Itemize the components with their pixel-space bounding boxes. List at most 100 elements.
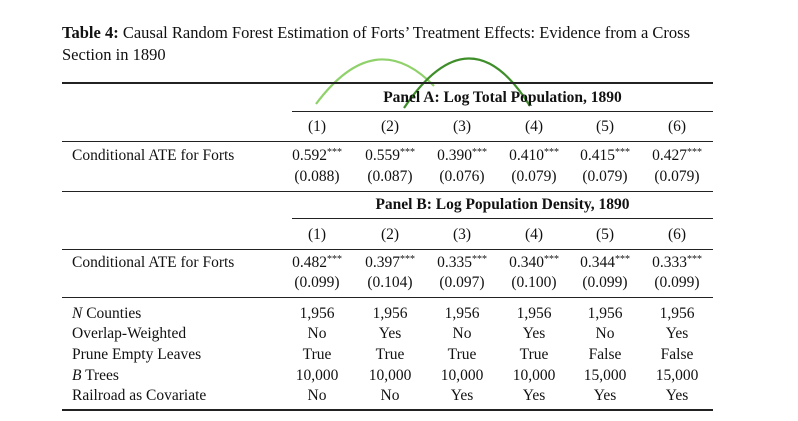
- significance-stars: ***: [543, 254, 559, 265]
- std-error-cell: (0.100): [511, 274, 557, 291]
- std-error-cell: (0.088): [294, 168, 340, 185]
- significance-stars: ***: [326, 147, 342, 158]
- column-header: (6): [667, 118, 687, 135]
- estimate-value: 0.427: [652, 147, 687, 164]
- column-header: (6): [667, 226, 687, 243]
- footer-value-cell: 1,956: [516, 305, 552, 322]
- footer-value-cell: 15,000: [655, 367, 699, 384]
- footer-value-cell: No: [307, 387, 327, 404]
- table-caption: Table 4: Causal Random Forest Estimation…: [62, 22, 722, 66]
- significance-stars: ***: [543, 147, 559, 158]
- std-error-cell: (0.104): [367, 274, 413, 291]
- column-header: (4): [524, 118, 544, 135]
- column-header: (2): [380, 118, 400, 135]
- footer-row-label-italic: B: [72, 367, 82, 384]
- column-header: (1): [307, 226, 327, 243]
- footer-value-cell: True: [302, 346, 332, 363]
- std-error-cell: (0.079): [582, 168, 628, 185]
- panel-a-row-label: Conditional ATE for Forts: [72, 147, 235, 164]
- significance-stars: ***: [686, 147, 702, 158]
- estimate-cell: 0.335***: [426, 254, 498, 272]
- footer-value-cell: Yes: [593, 387, 617, 404]
- panel-b-header-rule: [62, 249, 713, 250]
- panel-b-bottom-rule: [62, 297, 713, 298]
- std-error-cell: (0.099): [294, 274, 340, 291]
- column-header: (2): [380, 226, 400, 243]
- estimate-value: 0.482: [292, 254, 327, 271]
- footer-value-cell: True: [447, 346, 477, 363]
- footer-value-cell: False: [588, 346, 622, 363]
- footer-row-label: B Trees: [72, 367, 119, 385]
- significance-stars: ***: [471, 254, 487, 265]
- footer-value-cell: False: [660, 346, 694, 363]
- footer-row-label: Railroad as Covariate: [72, 387, 206, 405]
- footer-value-cell: 10,000: [368, 367, 412, 384]
- estimate-cell: 0.415***: [569, 147, 641, 165]
- footer-value-cell: Yes: [522, 387, 546, 404]
- footer-value-cell: 1,956: [299, 305, 335, 322]
- footer-value-cell: 10,000: [295, 367, 339, 384]
- estimate-value: 0.397: [365, 254, 400, 271]
- footer-value-cell: Yes: [378, 325, 402, 342]
- estimate-value: 0.592: [292, 147, 327, 164]
- std-error-cell: (0.087): [367, 168, 413, 185]
- footer-row-label: N Counties: [72, 305, 141, 323]
- panel-a-title: Panel A: Log Total Population, 1890: [383, 89, 622, 106]
- column-header: (4): [524, 226, 544, 243]
- column-header: (3): [452, 226, 472, 243]
- footer-row-label-text: Prune Empty Leaves: [72, 346, 202, 363]
- table-title: Causal Random Forest Estimation of Forts…: [62, 23, 691, 64]
- std-error-cell: (0.099): [654, 274, 700, 291]
- significance-stars: ***: [399, 147, 415, 158]
- footer-value-cell: Yes: [450, 387, 474, 404]
- column-header: (5): [595, 226, 615, 243]
- footer-row-label-italic: N: [72, 305, 83, 322]
- bottom-rule: [62, 409, 713, 411]
- footer-row-label-text: Trees: [81, 367, 119, 384]
- estimate-cell: 0.340***: [498, 254, 570, 272]
- std-error-cell: (0.079): [654, 168, 700, 185]
- significance-stars: ***: [326, 254, 342, 265]
- estimate-value: 0.335: [437, 254, 472, 271]
- top-rule: [62, 82, 713, 84]
- estimate-cell: 0.559***: [354, 147, 426, 165]
- footer-value-cell: Yes: [665, 325, 689, 342]
- footer-value-cell: 10,000: [512, 367, 556, 384]
- estimate-cell: 0.482***: [281, 254, 353, 272]
- footer-value-cell: Yes: [522, 325, 546, 342]
- footer-value-cell: 10,000: [440, 367, 484, 384]
- std-error-cell: (0.079): [511, 168, 557, 185]
- estimate-cell: 0.344***: [569, 254, 641, 272]
- footer-value-cell: Yes: [665, 387, 689, 404]
- footer-value-cell: No: [380, 387, 400, 404]
- significance-stars: ***: [399, 254, 415, 265]
- panel-b-row-label: Conditional ATE for Forts: [72, 254, 235, 271]
- std-error-cell: (0.099): [582, 274, 628, 291]
- panel-a-subrule: [292, 111, 713, 112]
- significance-stars: ***: [614, 147, 630, 158]
- panel-b-subrule: [292, 218, 713, 219]
- footer-value-cell: True: [519, 346, 549, 363]
- estimate-cell: 0.390***: [426, 147, 498, 165]
- significance-stars: ***: [471, 147, 487, 158]
- footer-value-cell: 1,956: [372, 305, 408, 322]
- estimate-value: 0.415: [580, 147, 615, 164]
- light-arc: [315, 58, 435, 105]
- footer-row-label-text: Overlap-Weighted: [72, 325, 187, 342]
- footer-value-cell: No: [595, 325, 615, 342]
- footer-value-cell: No: [307, 325, 327, 342]
- std-error-cell: (0.097): [439, 274, 485, 291]
- estimate-value: 0.559: [365, 147, 400, 164]
- dark-arc: [403, 57, 531, 109]
- estimate-value: 0.333: [652, 254, 687, 271]
- panel-b-title: Panel B: Log Population Density, 1890: [375, 196, 630, 213]
- footer-value-cell: 15,000: [583, 367, 627, 384]
- estimate-cell: 0.410***: [498, 147, 570, 165]
- estimate-value: 0.340: [509, 254, 544, 271]
- estimate-value: 0.344: [580, 254, 615, 271]
- footer-value-cell: 1,956: [587, 305, 623, 322]
- estimate-cell: 0.333***: [641, 254, 713, 272]
- std-error-cell: (0.076): [439, 168, 485, 185]
- column-header: (3): [452, 118, 472, 135]
